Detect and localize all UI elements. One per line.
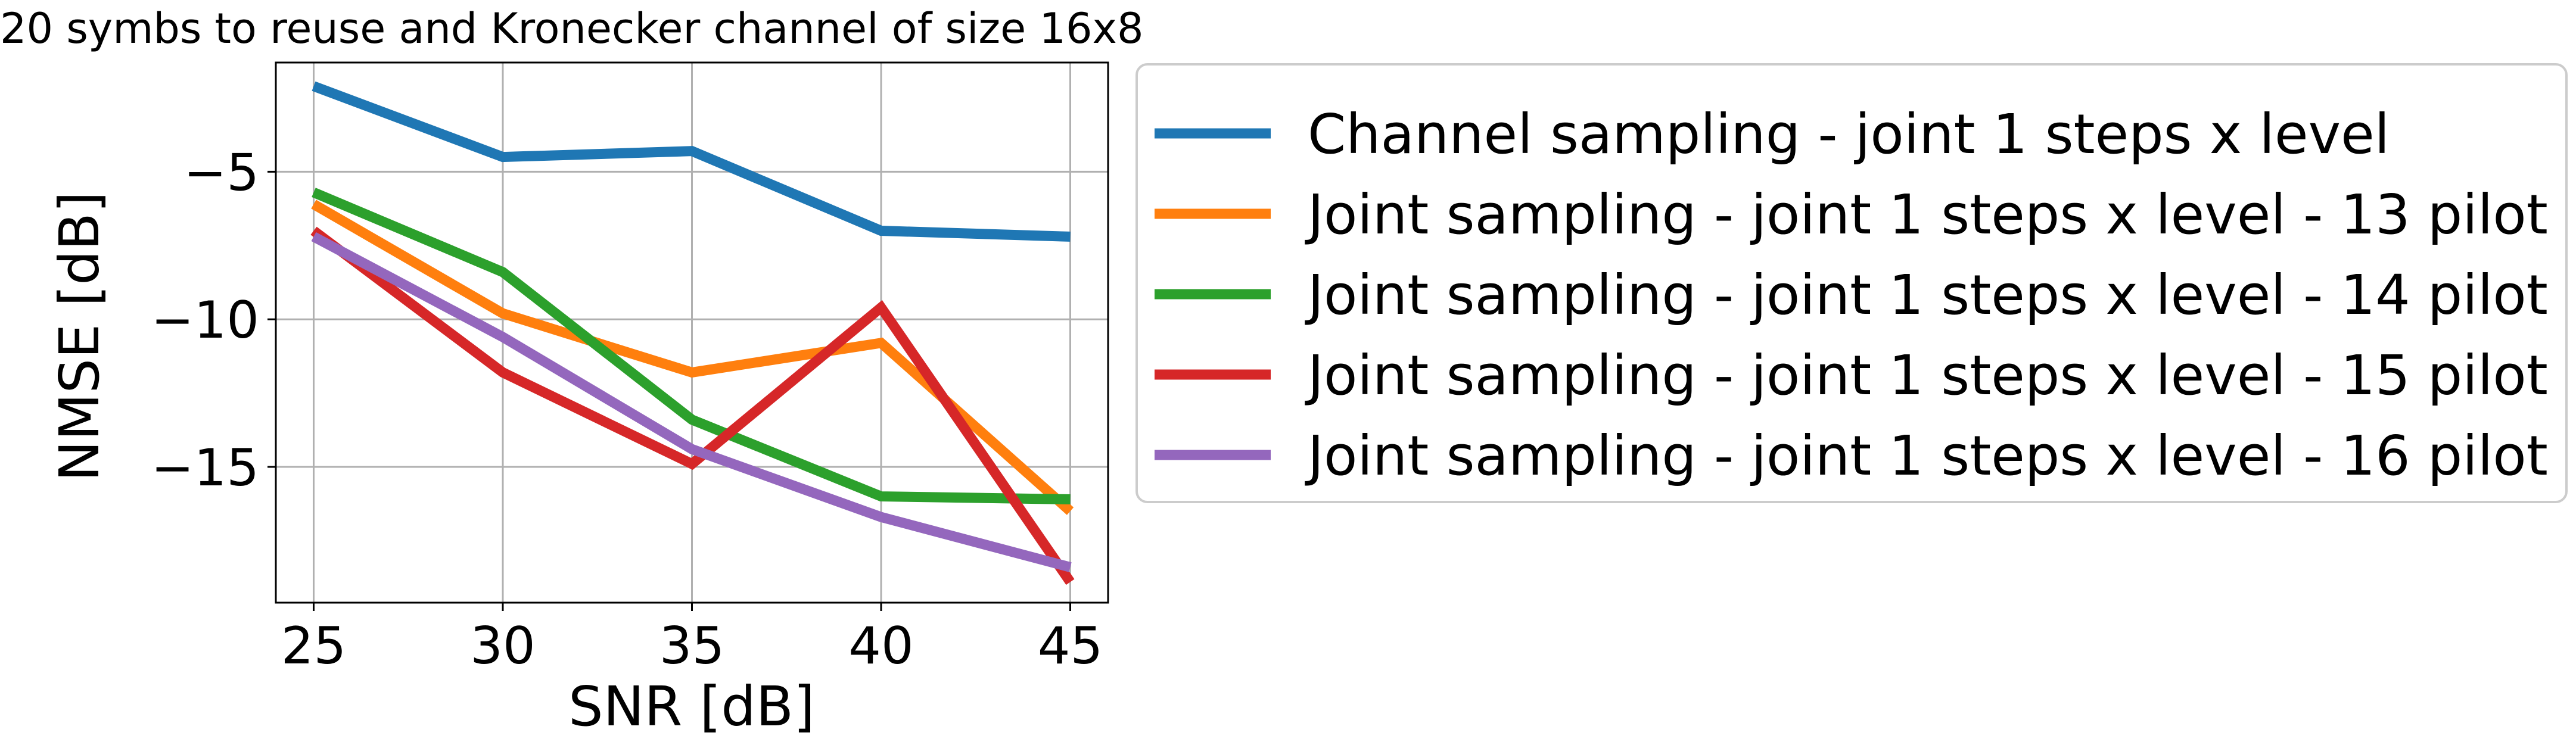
x-tick-label: 25 [281, 616, 346, 676]
x-tick-label: 30 [470, 616, 535, 676]
x-tick-label: 35 [659, 616, 724, 676]
legend-entry: Joint sampling - joint 1 steps x level -… [1155, 344, 2548, 407]
legend-label: Joint sampling - joint 1 steps x level -… [1305, 344, 2548, 407]
legend-frame [1135, 63, 2568, 503]
grid [276, 63, 1108, 603]
legend-label: Joint sampling - joint 1 steps x level -… [1305, 424, 2548, 488]
x-tick-label: 45 [1038, 616, 1103, 676]
x-tick-label: 40 [848, 616, 913, 676]
series-line-1 [312, 81, 1071, 242]
y-tick-label: −10 [151, 291, 260, 350]
legend-entry: Joint sampling - joint 1 steps x level -… [1155, 424, 2548, 488]
y-axis-label: NMSE [dB] [48, 191, 111, 481]
legend-label: Joint sampling - joint 1 steps x level -… [1305, 183, 2548, 247]
legend-label: Joint sampling - joint 1 steps x level -… [1305, 263, 2548, 327]
chart-title: 20 symbs to reuse and Kronecker channel … [0, 4, 1144, 53]
legend-entry: Joint sampling - joint 1 steps x level -… [1155, 263, 2548, 327]
legend-label: Channel sampling - joint 1 steps x level [1308, 102, 2390, 166]
legend-entry: Joint sampling - joint 1 steps x level -… [1155, 183, 2548, 247]
y-tick-label: −15 [151, 438, 260, 498]
series-line-5 [311, 232, 1072, 572]
legend: Channel sampling - joint 1 steps x level… [1135, 63, 2568, 503]
y-axis-ticks: −5 −10 −15 [151, 143, 276, 498]
series-lines [310, 81, 1075, 585]
legend-entry: Channel sampling - joint 1 steps x level [1155, 102, 2390, 166]
x-axis-label: SNR [dB] [568, 675, 815, 738]
plot-area: 25 30 35 40 45 −5 −10 −15 [151, 61, 1109, 676]
x-axis-ticks: 25 30 35 40 45 [281, 603, 1103, 676]
y-tick-label: −5 [183, 143, 259, 202]
series-line-4 [310, 226, 1075, 585]
series-line-3 [312, 188, 1071, 505]
legend-items: Channel sampling - joint 1 steps x level… [1155, 102, 2548, 488]
